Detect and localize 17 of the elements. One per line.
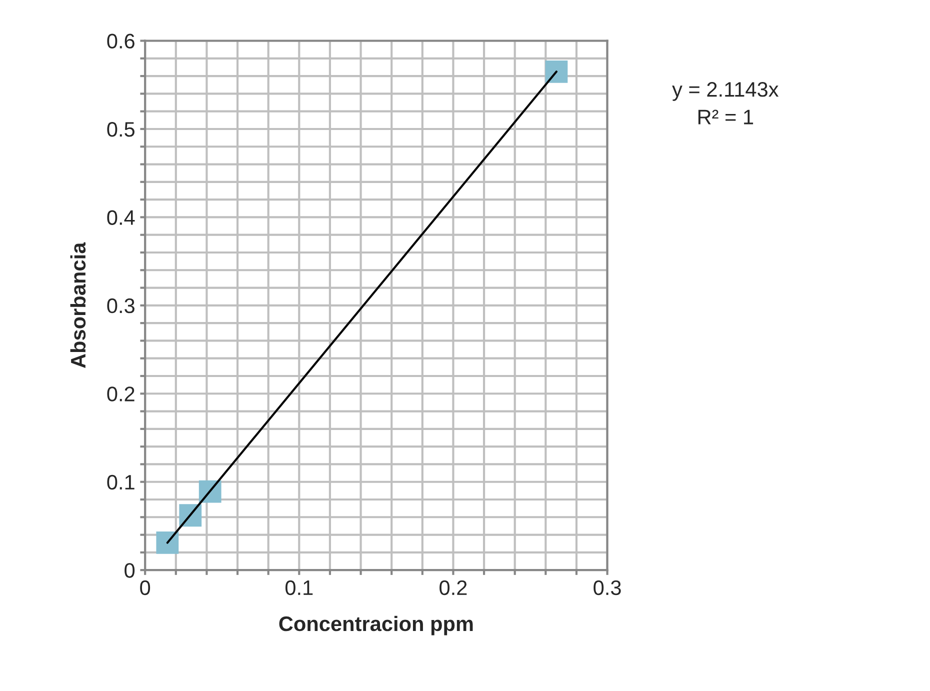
x-tick-label: 0.2 <box>440 580 467 596</box>
point <box>545 60 568 83</box>
y-tick-label: 0.2 <box>107 386 134 402</box>
y-tick-label: 0.3 <box>107 298 134 314</box>
y-axis-title: Absorbancia <box>70 242 86 368</box>
y-tick-label: 0.5 <box>107 122 134 137</box>
y-tick-label: 0.6 <box>107 34 134 49</box>
y-tick-label: 0 <box>124 563 135 578</box>
x-tick-label: 0.3 <box>594 580 621 596</box>
x-tick-label: 0 <box>140 580 150 596</box>
y-tick-label: 0.1 <box>107 474 134 490</box>
point <box>156 532 179 554</box>
x-axis-title: Concentracion ppm <box>279 616 473 636</box>
text: y = 2.1143x <box>672 82 779 101</box>
x-tick-label: 0.1 <box>285 580 313 596</box>
y-tick-label: 0.4 <box>107 210 135 225</box>
text: R² = 1 <box>698 110 754 124</box>
